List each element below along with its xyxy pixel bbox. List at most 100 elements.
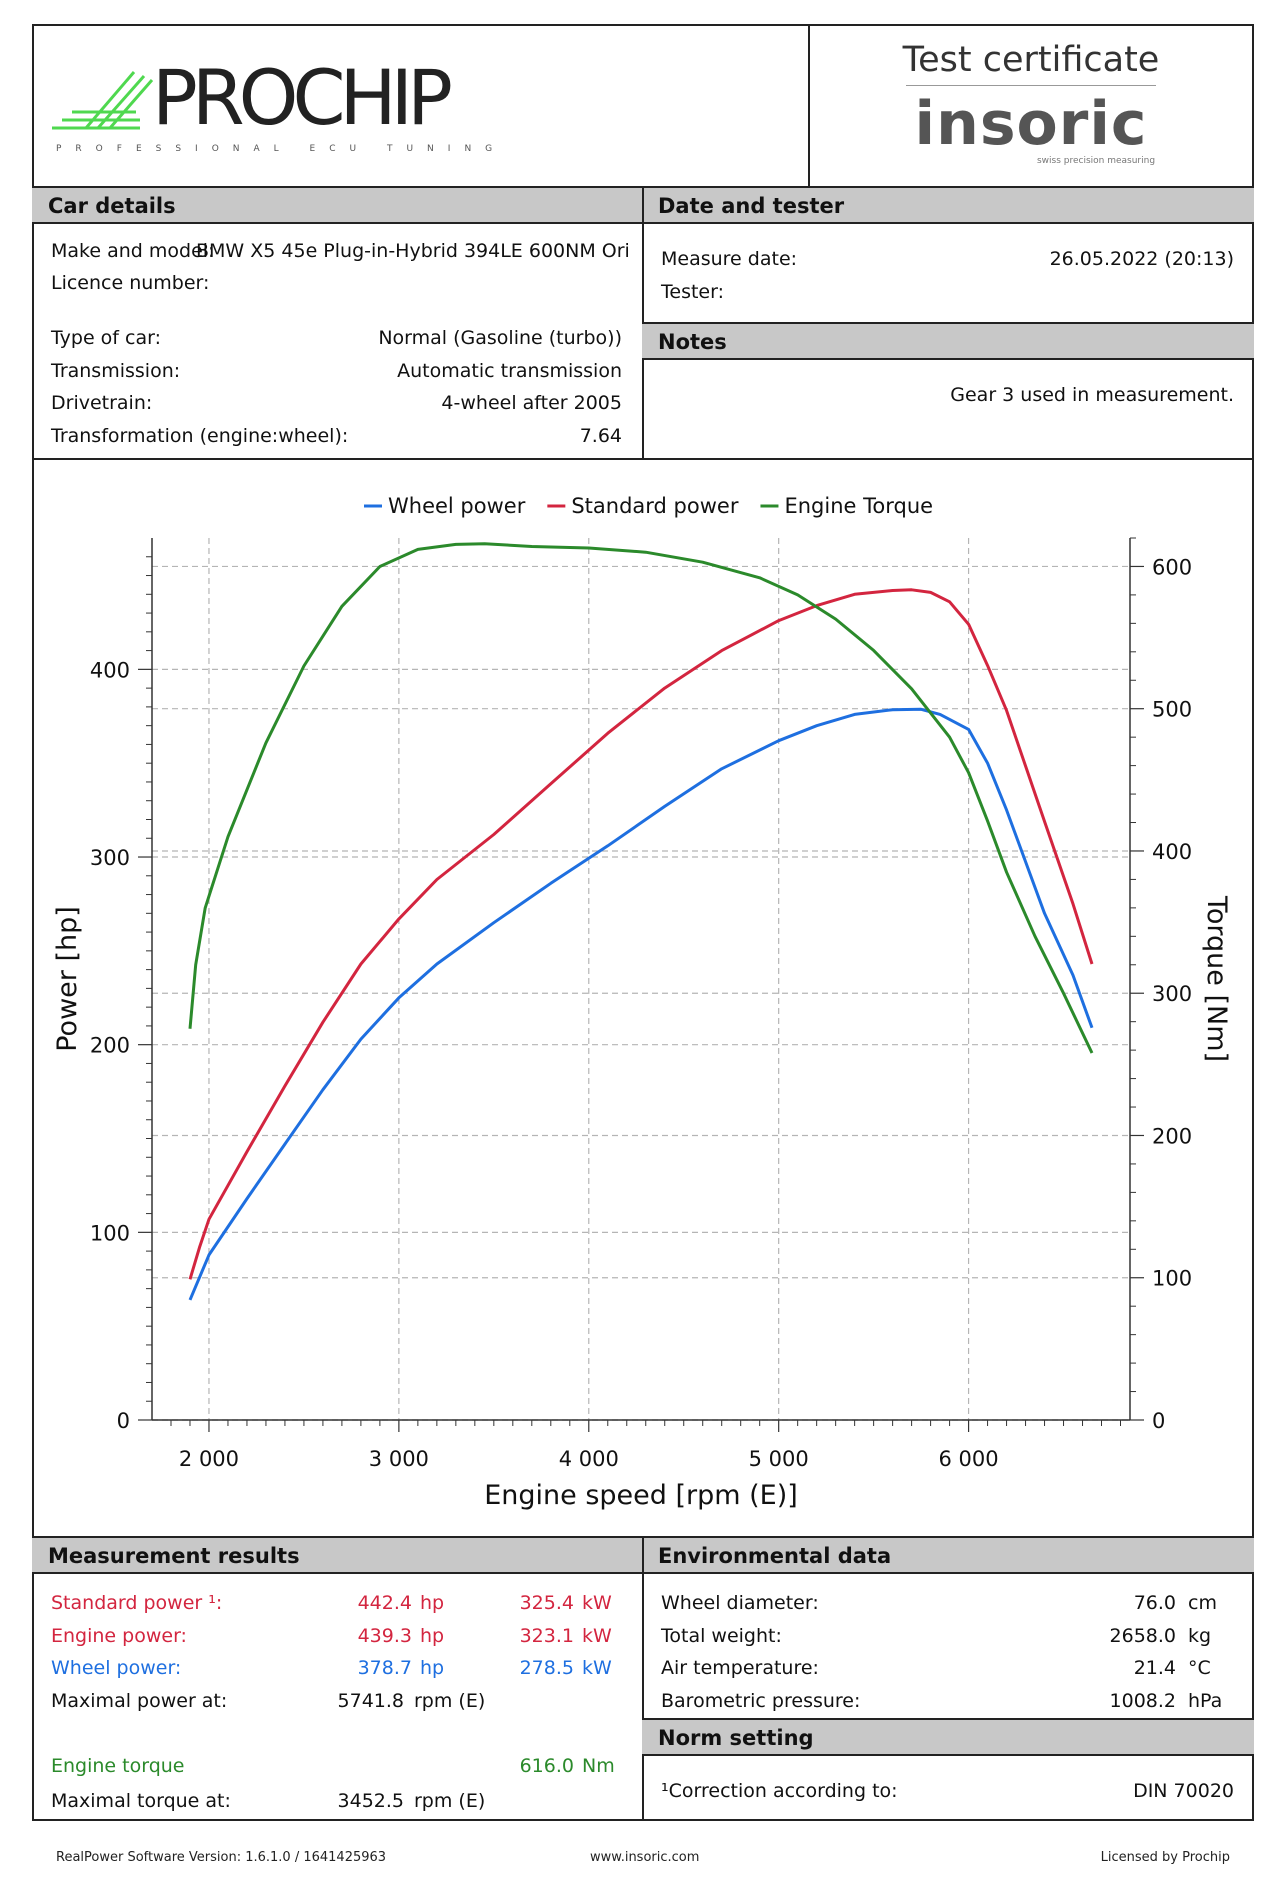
- type-label: Type of car:: [51, 327, 162, 349]
- car-details-title: Car details: [48, 194, 176, 218]
- y2-tick-label: 300: [1152, 982, 1192, 1006]
- licence-label: Licence number:: [51, 272, 210, 294]
- x-tick-label: 6 000: [939, 1447, 999, 1471]
- standard-power-hp-unit: hp: [420, 1592, 445, 1614]
- chart-axes: [138, 537, 1144, 1432]
- series-line-standard-power: [188, 588, 1094, 1280]
- standard-power-label: Standard power ¹:: [51, 1592, 223, 1614]
- y2-tick-label: 600: [1152, 555, 1192, 579]
- car-details-header: Car details: [32, 186, 644, 224]
- insoric-logo: insoric swiss precision measuring: [808, 92, 1254, 166]
- max-torque-unit: rpm (E): [414, 1790, 486, 1812]
- footer-license: Licensed by Prochip: [1100, 1850, 1230, 1865]
- tester-label: Tester:: [661, 281, 724, 303]
- measurement-title: Measurement results: [48, 1544, 300, 1568]
- environment-header: Environmental data: [642, 1536, 1254, 1574]
- y2-tick-label: 200: [1152, 1124, 1192, 1148]
- engine-torque-label: Engine torque: [51, 1755, 185, 1777]
- wheel-diameter-unit: cm: [1188, 1592, 1217, 1614]
- max-power-unit: rpm (E): [414, 1690, 486, 1712]
- footer-software: RealPower Software Version: 1.6.1.0 / 16…: [56, 1850, 387, 1865]
- engine-torque-unit: Nm: [582, 1755, 615, 1777]
- x-tick-label: 2 000: [179, 1447, 239, 1471]
- certificate-title-underline: [906, 85, 1156, 86]
- engine-torque-value: 616.0: [519, 1755, 574, 1777]
- wheel-power-kw: 278.5: [519, 1657, 574, 1679]
- norm-header: Norm setting: [642, 1718, 1254, 1756]
- series-line-wheel-power: [188, 707, 1094, 1301]
- y2-tick-label: 500: [1152, 698, 1192, 722]
- logo-wordmark: PROCHIP: [152, 50, 453, 146]
- weight-label: Total weight:: [661, 1625, 782, 1647]
- legend-label: Standard power: [571, 494, 738, 518]
- weight-unit: kg: [1188, 1625, 1212, 1647]
- pressure-unit: hPa: [1188, 1690, 1223, 1712]
- measure-date-label: Measure date:: [661, 248, 798, 270]
- drivetrain-value: 4-wheel after 2005: [441, 392, 622, 414]
- transformation-label: Transformation (engine:wheel):: [51, 425, 349, 447]
- wheel-power-label: Wheel power:: [51, 1657, 182, 1679]
- results-divider: [642, 1536, 644, 1821]
- transformation-value: 7.64: [579, 425, 622, 447]
- y-tick-label: 400: [90, 658, 130, 682]
- measurement-header: Measurement results: [32, 1536, 644, 1574]
- pressure-value: 1008.2: [1109, 1690, 1176, 1712]
- y2-tick-label: 0: [1152, 1409, 1165, 1433]
- wheel-diameter-label: Wheel diameter:: [661, 1592, 819, 1614]
- chart-top-border: [32, 458, 1254, 460]
- series-line-engine-torque: [188, 542, 1094, 1054]
- footer-website[interactable]: www.insoric.com: [590, 1850, 700, 1865]
- prochip-logo: PROCHIP PROFESSIONAL ECU TUNING: [52, 50, 492, 160]
- engine-power-hp: 439.3: [357, 1625, 412, 1647]
- header-divider: [808, 24, 810, 186]
- max-power-label: Maximal power at:: [51, 1690, 228, 1712]
- air-temp-unit: °C: [1188, 1657, 1211, 1679]
- make-model-label: Make and model:: [51, 240, 215, 262]
- max-torque-label: Maximal torque at:: [51, 1790, 231, 1812]
- y-tick-label: 100: [90, 1221, 130, 1245]
- wheel-power-hp: 378.7: [357, 1657, 412, 1679]
- wheel-diameter-value: 76.0: [1133, 1592, 1176, 1614]
- x-tick-label: 4 000: [559, 1447, 619, 1471]
- engine-power-label: Engine power:: [51, 1625, 187, 1647]
- chart-lines: [188, 542, 1094, 1301]
- make-model-value: BMW X5 45e Plug-in-Hybrid 394LE 600NM Or…: [196, 240, 630, 262]
- x-axis-title: Engine speed [rpm (E)]: [484, 1480, 798, 1511]
- engine-power-kw: 323.1: [519, 1625, 574, 1647]
- standard-power-kw: 325.4: [519, 1592, 574, 1614]
- y-tick-label: 200: [90, 1034, 130, 1058]
- engine-power-hp-unit: hp: [420, 1625, 445, 1647]
- legend-label: Wheel power: [388, 494, 526, 518]
- max-power-value: 5741.8: [337, 1690, 404, 1712]
- engine-power-kw-unit: kW: [582, 1625, 612, 1647]
- air-temp-label: Air temperature:: [661, 1657, 819, 1679]
- x-tick-label: 3 000: [369, 1447, 429, 1471]
- environment-title: Environmental data: [658, 1544, 892, 1568]
- measure-date-value: 26.05.2022 (20:13): [1049, 248, 1234, 270]
- correction-value: DIN 70020: [1133, 1780, 1234, 1802]
- y2-tick-label: 100: [1152, 1267, 1192, 1291]
- insoric-tagline: swiss precision measuring: [1036, 156, 1156, 166]
- insoric-wordmark: insoric: [914, 89, 1148, 159]
- date-tester-title: Date and tester: [658, 194, 845, 218]
- y-tick-label: 0: [117, 1409, 130, 1433]
- certificate-title: Test certificate: [902, 40, 1160, 80]
- dyno-chart: Wheel power Standard power Engine Torque 2…: [52, 494, 1232, 1511]
- y-axis-title: Power [hp]: [52, 906, 83, 1052]
- correction-label: ¹Correction according to:: [661, 1780, 898, 1802]
- chart-grid: [152, 538, 1130, 1421]
- transmission-value: Automatic transmission: [397, 360, 622, 382]
- standard-power-hp: 442.4: [357, 1592, 412, 1614]
- date-tester-header: Date and tester: [642, 186, 1254, 224]
- y-tick-label: 300: [90, 846, 130, 870]
- pressure-label: Barometric pressure:: [661, 1690, 861, 1712]
- x-tick-label: 5 000: [749, 1447, 809, 1471]
- logo-text: PROCHIP: [152, 53, 453, 142]
- wheel-power-hp-unit: hp: [420, 1657, 445, 1679]
- max-torque-value: 3452.5: [337, 1790, 404, 1812]
- transmission-label: Transmission:: [51, 360, 181, 382]
- notes-header: Notes: [642, 322, 1254, 360]
- norm-title: Norm setting: [658, 1726, 814, 1750]
- chart-labels: 2 000 3 000 4 000 5 000 6 000 0 100 200 300 400 0 1…: [52, 555, 1232, 1511]
- type-value: Normal (Gasoline (turbo)): [378, 327, 622, 349]
